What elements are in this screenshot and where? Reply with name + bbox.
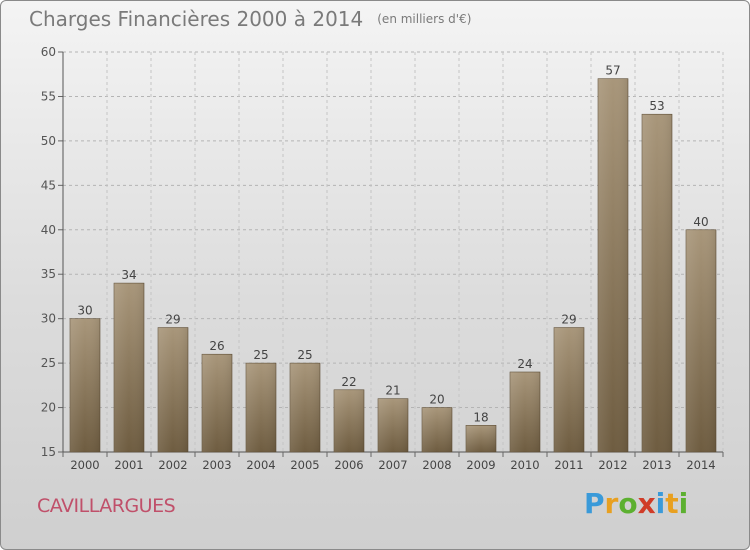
logo-letter: i — [678, 487, 689, 520]
y-tick-label: 15 — [41, 445, 56, 459]
bar-highlight — [378, 398, 408, 452]
bar-value-label: 40 — [693, 215, 708, 229]
x-tick-label: 2005 — [290, 458, 319, 472]
x-tick-label: 2001 — [114, 458, 143, 472]
x-tick-label: 2009 — [466, 458, 495, 472]
logo-letter: t — [665, 487, 679, 520]
y-tick-label: 25 — [41, 356, 56, 370]
logo-letter: r — [604, 487, 619, 520]
bar-highlight — [642, 114, 672, 452]
chart-subtitle: (en milliers d'€) — [377, 12, 472, 26]
logo-letter: i — [655, 487, 666, 520]
city-name: CAVILLARGUES — [37, 495, 176, 517]
bar-value-label: 29 — [561, 313, 576, 327]
bar-highlight — [202, 354, 232, 452]
logo-letter: o — [618, 487, 638, 520]
bar-highlight — [598, 78, 628, 453]
bar-highlight — [510, 372, 540, 452]
bar-highlight — [554, 327, 584, 452]
bar-value-label: 21 — [385, 384, 400, 398]
bar-highlight — [246, 363, 276, 452]
x-tick-label: 2006 — [334, 458, 363, 472]
y-tick-label: 40 — [41, 223, 56, 237]
x-tick-label: 2010 — [510, 458, 539, 472]
proxiti-logo: Proxiti — [584, 487, 688, 520]
x-tick-label: 2007 — [378, 458, 407, 472]
bar-value-label: 26 — [209, 339, 224, 353]
bar-value-label: 18 — [473, 410, 488, 424]
bar-highlight — [686, 229, 716, 452]
x-tick-label: 2011 — [554, 458, 583, 472]
bar-highlight — [158, 327, 188, 452]
logo-letter: P — [584, 487, 605, 520]
y-tick-label: 20 — [41, 401, 56, 415]
bar-value-label: 25 — [297, 348, 312, 362]
x-tick-label: 2002 — [158, 458, 187, 472]
y-tick-label: 45 — [41, 178, 56, 192]
bar-value-label: 25 — [253, 348, 268, 362]
bar-value-label: 24 — [517, 357, 532, 371]
bar-value-label: 22 — [341, 375, 356, 389]
x-tick-label: 2000 — [70, 458, 99, 472]
x-tick-label: 2013 — [642, 458, 671, 472]
chart-title: Charges Financières 2000 à 2014 (en milli… — [29, 7, 471, 31]
y-tick-label: 50 — [41, 134, 56, 148]
logo-letter: x — [637, 487, 656, 520]
bar-value-label: 53 — [649, 99, 664, 113]
bar-value-label: 57 — [605, 64, 620, 78]
chart-title-text: Charges Financières 2000 à 2014 — [29, 7, 364, 31]
y-tick-label: 60 — [41, 45, 56, 59]
labels: 15 20 25 30 35 40 45 50 55 60 30 2000 34 2001 29 2002 26… — [41, 45, 716, 472]
bar-value-label: 30 — [77, 304, 92, 318]
y-tick-label: 55 — [41, 89, 56, 103]
bar-highlight — [334, 389, 364, 452]
bar-value-label: 29 — [165, 313, 180, 327]
bar-value-label: 20 — [429, 393, 444, 407]
x-tick-label: 2003 — [202, 458, 231, 472]
bars — [69, 78, 717, 453]
bar-highlight — [422, 407, 452, 452]
bar-highlight — [466, 425, 496, 452]
bar-highlight — [114, 283, 144, 452]
bar-value-label: 34 — [121, 268, 136, 282]
x-tick-label: 2004 — [246, 458, 275, 472]
x-tick-label: 2008 — [422, 458, 451, 472]
bar-highlight — [290, 363, 320, 452]
y-tick-label: 35 — [41, 267, 56, 281]
bar-highlight — [70, 318, 100, 452]
y-tick-label: 30 — [41, 312, 56, 326]
x-tick-label: 2014 — [686, 458, 715, 472]
x-tick-label: 2012 — [598, 458, 627, 472]
